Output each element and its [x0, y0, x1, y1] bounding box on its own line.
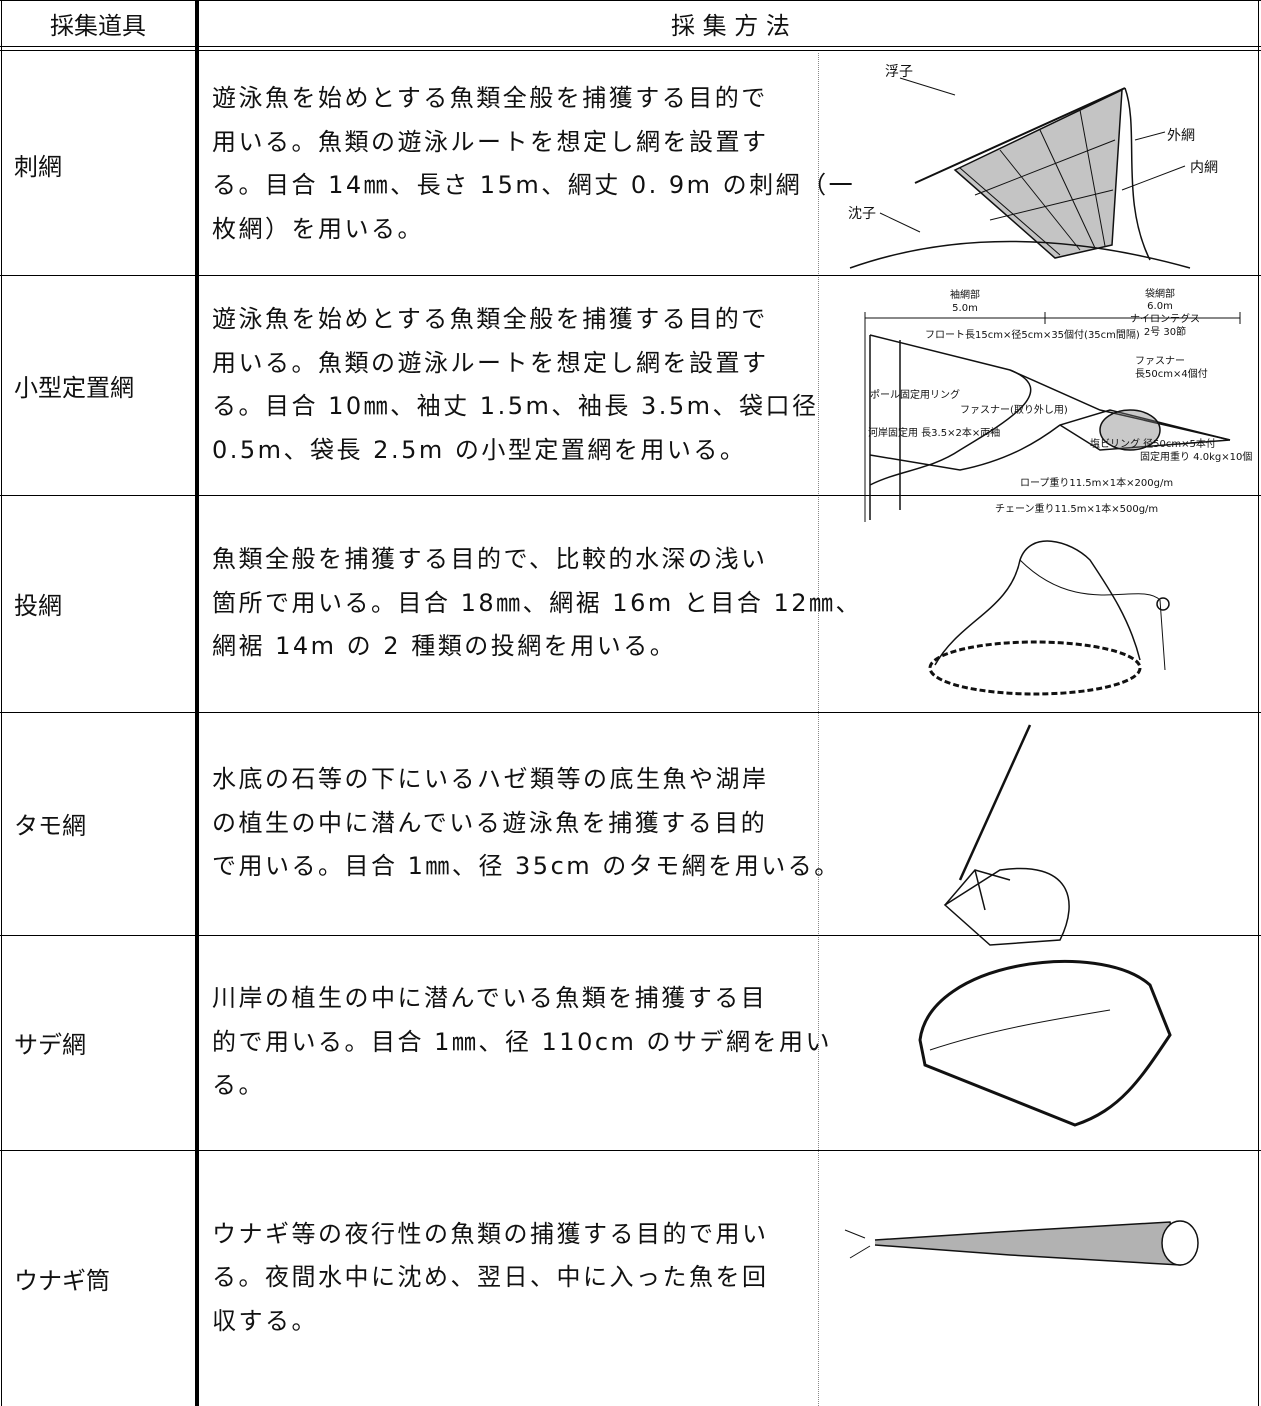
sade-net-figure — [918, 959, 1172, 1127]
figure-label: チェーン重り11.5m×1本×500g/m — [995, 502, 1158, 515]
description-line: 収する。 — [212, 1306, 318, 1335]
description-line: 遊泳魚を始めとする魚類全般を捕獲する目的で — [212, 84, 768, 112]
header-top-border — [0, 0, 1261, 1]
description: 魚類全般を捕獲する目的で、比較的水深の浅い箇所で用いる。目合 18㎜、網裾 16… — [200, 495, 863, 712]
description-line: 水底の石等の下にいるハゼ類等の底生魚や湖岸 — [212, 765, 769, 794]
tool-name: 小型定置網 — [14, 373, 134, 402]
tool-name: ウナギ筒 — [14, 1266, 110, 1295]
tool-name: サデ網 — [14, 1031, 86, 1059]
figure-label: 内網 — [1190, 160, 1218, 176]
figure-label: 5.0m — [952, 303, 978, 314]
header-tool: 採集道具 — [50, 12, 146, 40]
set-net-figure — [864, 312, 1241, 522]
description: ウナギ等の夜行性の魚類の捕獲する目的で用い る。夜間水中に沈め、翌日、中に入った魚… — [200, 1150, 818, 1406]
description: 川岸の植生の中に潜んでいる魚類を捕獲する目的で用いる。目合 1㎜、径 110cm… — [200, 935, 833, 1150]
column-divider — [195, 0, 199, 1406]
table-left-border — [1, 0, 2, 1406]
description-line: る。夜間水中に沈め、翌日、中に入った魚を回 — [212, 1263, 769, 1292]
description-line: 川岸の植生の中に潜んでいる魚類を捕獲する目 — [212, 984, 768, 1013]
description-line: る。 — [212, 1071, 265, 1100]
figure-label: 沈子 — [848, 206, 876, 222]
description-line: の植生の中に潜んでいる遊泳魚を捕獲する目的 — [212, 808, 768, 837]
description-line: 箇所で用いる。目合 18㎜、網裾 16m と目合 12㎜、 — [212, 588, 863, 617]
figure-label: ポール固定用リング — [870, 388, 960, 401]
figure-label: 袋網部 — [1145, 287, 1175, 300]
description-line: 魚類全般を捕獲する目的で、比較的水深の浅い — [212, 545, 768, 574]
row-border — [0, 712, 1261, 713]
figure-label: 塩ビリング 径50cm×5本付 — [1090, 437, 1216, 450]
gill-net-figure — [849, 77, 1191, 269]
figure-label: 6.0m — [1147, 301, 1173, 312]
scoop-net-figure — [943, 724, 1070, 946]
description-line: 網裾 14m の 2 種類の投網を用いる。 — [212, 632, 677, 661]
description: 遊泳魚を始めとする魚類全般を捕獲する目的で 用いる。魚類の遊泳ルートを想定し網を設… — [200, 275, 818, 495]
figure-label: 固定用重り 4.0kg×10個 — [1140, 450, 1252, 463]
header-method: 採 集 方 法 — [671, 12, 790, 40]
description-line: 的で用いる。目合 1㎜、径 110cm のサデ網を用い — [212, 1027, 833, 1056]
figure-label: ファスナー(取り外し用) — [960, 404, 1068, 416]
figure-divider — [818, 53, 819, 1406]
figure-label: 外網 — [1167, 128, 1195, 144]
description: 水底の石等の下にいるハゼ類等の底生魚や湖岸 の植生の中に潜んでいる遊泳魚を捕獲する… — [200, 712, 841, 935]
tool-name: 投網 — [14, 592, 62, 620]
description-line: 用いる。魚類の遊泳ルートを想定し網を設置す — [212, 348, 769, 377]
description-line: 用いる。魚類の遊泳ルートを想定し網を設置す — [212, 127, 769, 156]
figure-label: ロープ重り11.5m×1本×200g/m — [1020, 476, 1173, 489]
description-line: 0.5m、袋長 2.5m の小型定置網を用いる。 — [212, 435, 747, 464]
tool-name: タモ網 — [14, 812, 86, 840]
row-border — [0, 1150, 1261, 1151]
row-border — [0, 275, 1261, 276]
figure-label: 長50cm×4個付 — [1135, 367, 1208, 380]
figure-label: ファスナー — [1135, 355, 1185, 367]
table-right-border — [1258, 0, 1259, 1406]
cast-net-figure — [928, 540, 1170, 696]
header-bottom-border — [0, 46, 1261, 51]
figure-label: 浮子 — [885, 64, 913, 80]
figure-label: フロート長15cm×径5cm×35個付(35cm間隔) — [925, 328, 1140, 341]
row-border — [0, 495, 1261, 496]
description-line: で用いる。目合 1㎜、径 35cm のタモ網を用いる。 — [212, 852, 841, 881]
description: 遊泳魚を始めとする魚類全般を捕獲する目的で 用いる。魚類の遊泳ルートを想定し網を設… — [200, 53, 856, 275]
eel-trap-figure — [844, 1220, 1199, 1266]
description-line: る。目合 10㎜、袖丈 1.5m、袖長 3.5m、袋口径 — [212, 392, 819, 420]
figure-label: 袖網部 — [950, 288, 980, 301]
description-line: 枚網）を用いる。 — [212, 214, 424, 243]
description-line: る。目合 14㎜、長さ 15m、網丈 0. 9m の刺網（一 — [212, 171, 856, 199]
figure-label: ナイロンテグス — [1130, 312, 1200, 325]
description-line: ウナギ等の夜行性の魚類の捕獲する目的で用い — [212, 1219, 769, 1248]
description-line: 遊泳魚を始めとする魚類全般を捕獲する目的で — [212, 305, 768, 333]
figure-label: 2号 30節 — [1144, 325, 1186, 338]
tool-name: 刺網 — [14, 152, 62, 181]
row-border — [0, 935, 1261, 936]
figure-label: 河岸固定用 長3.5×2本×両袖 — [868, 426, 1000, 439]
